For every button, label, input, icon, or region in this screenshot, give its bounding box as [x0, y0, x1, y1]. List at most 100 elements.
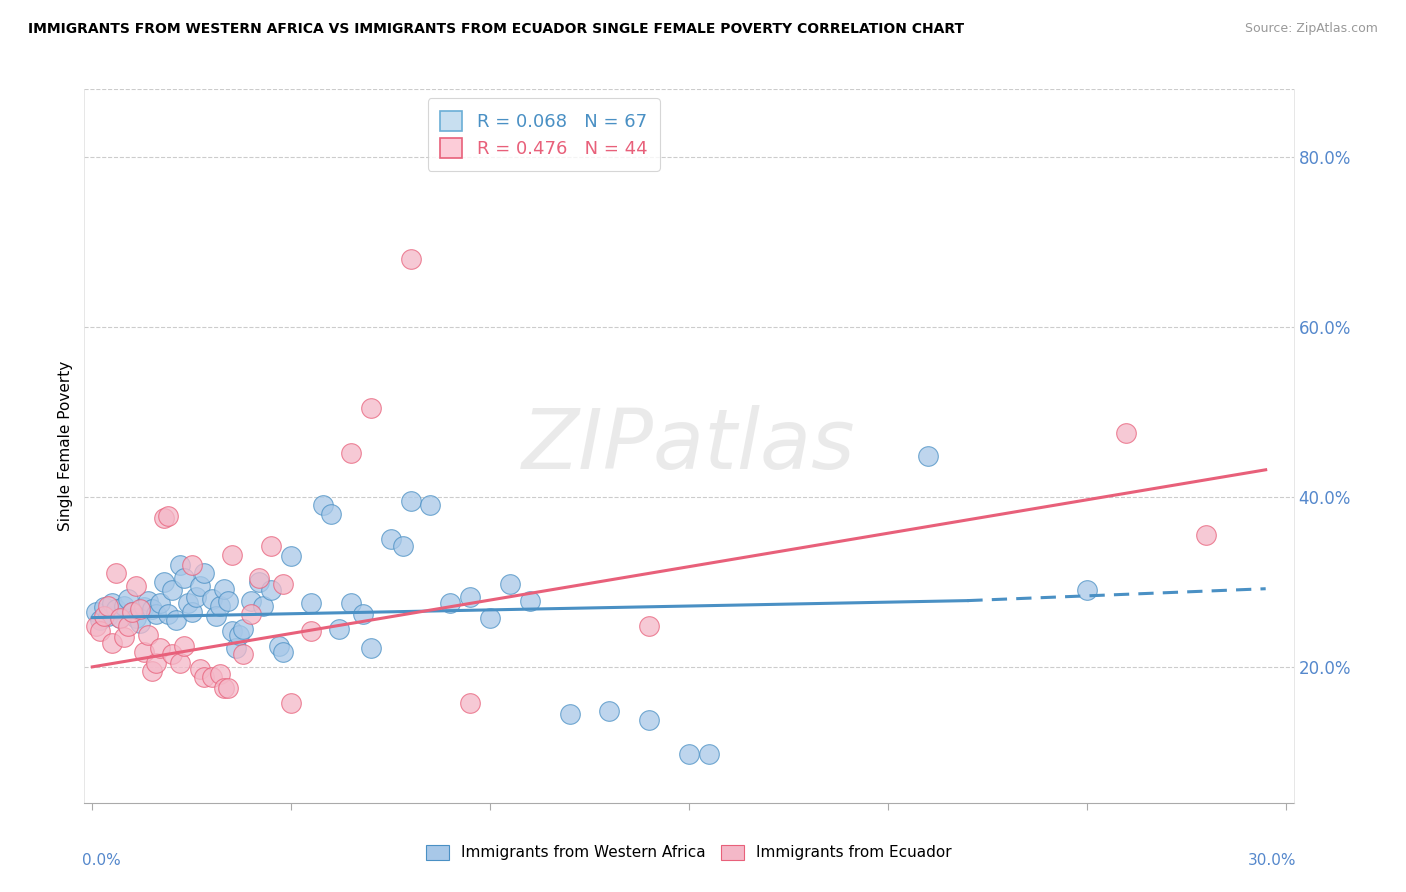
Point [145, 607, 167, 622]
Point [89, 613, 111, 627]
Point [221, 624, 243, 639]
Point [917, 449, 939, 463]
Point [319, 507, 342, 521]
Point [217, 593, 239, 607]
Point [184, 591, 207, 605]
Point [439, 596, 461, 610]
Point [101, 636, 124, 650]
Point [156, 508, 179, 523]
Point [132, 600, 155, 615]
Point [221, 548, 243, 562]
Point [280, 696, 302, 710]
Legend: R = 0.068   N = 67, R = 0.476   N = 44: R = 0.068 N = 67, R = 0.476 N = 44 [427, 98, 659, 170]
Point [299, 596, 322, 610]
Point [141, 602, 163, 616]
Point [193, 566, 215, 581]
Point [247, 571, 270, 585]
Point [136, 627, 159, 641]
Point [479, 610, 502, 624]
Point [108, 610, 131, 624]
Point [169, 558, 191, 572]
Text: 30.0%: 30.0% [1247, 853, 1296, 868]
Point [240, 593, 263, 607]
Point [360, 641, 382, 656]
Point [328, 622, 350, 636]
Point [108, 610, 131, 624]
Point [312, 499, 335, 513]
Point [419, 499, 441, 513]
Point [121, 605, 143, 619]
Point [105, 566, 128, 581]
Point [260, 539, 283, 553]
Point [208, 666, 231, 681]
Point [136, 593, 159, 607]
Point [217, 681, 239, 695]
Point [271, 576, 294, 591]
Point [252, 599, 274, 613]
Point [180, 558, 202, 572]
Point [1076, 583, 1098, 598]
Point [212, 681, 235, 695]
Point [558, 706, 581, 721]
Point [380, 533, 402, 547]
Point [352, 607, 374, 622]
Point [188, 662, 211, 676]
Point [105, 602, 128, 616]
Point [125, 610, 148, 624]
Point [697, 747, 720, 761]
Point [340, 446, 363, 460]
Point [165, 613, 187, 627]
Point [112, 630, 135, 644]
Point [141, 664, 163, 678]
Point [499, 576, 522, 591]
Point [247, 574, 270, 589]
Point [173, 571, 195, 585]
Point [391, 539, 413, 553]
Point [132, 644, 155, 658]
Point [112, 599, 135, 613]
Point [160, 647, 183, 661]
Point [678, 747, 700, 761]
Point [129, 615, 152, 630]
Point [149, 641, 172, 656]
Point [101, 596, 124, 610]
Point [340, 596, 363, 610]
Point [212, 582, 235, 596]
Point [204, 608, 226, 623]
Point [156, 607, 179, 622]
Point [149, 596, 172, 610]
Text: IMMIGRANTS FROM WESTERN AFRICA VS IMMIGRANTS FROM ECUADOR SINGLE FEMALE POVERTY : IMMIGRANTS FROM WESTERN AFRICA VS IMMIGR… [28, 22, 965, 37]
Text: 0.0%: 0.0% [82, 853, 121, 868]
Point [89, 624, 111, 639]
Point [458, 591, 481, 605]
Point [1195, 528, 1218, 542]
Point [129, 602, 152, 616]
Point [160, 583, 183, 598]
Point [84, 605, 107, 619]
Point [97, 608, 120, 623]
Point [201, 670, 224, 684]
Point [260, 583, 283, 598]
Point [598, 704, 620, 718]
Point [280, 549, 302, 564]
Point [145, 656, 167, 670]
Point [232, 647, 254, 661]
Point [360, 401, 382, 415]
Point [93, 600, 115, 615]
Text: ZIPatlas: ZIPatlas [522, 406, 856, 486]
Point [232, 622, 254, 636]
Point [117, 591, 139, 606]
Point [97, 599, 120, 613]
Point [153, 511, 176, 525]
Point [638, 713, 661, 727]
Point [399, 494, 422, 508]
Point [93, 608, 115, 623]
Point [153, 574, 176, 589]
Point [225, 641, 247, 656]
Point [269, 639, 291, 653]
Point [188, 579, 211, 593]
Point [1115, 426, 1137, 441]
Point [228, 627, 250, 641]
Point [173, 639, 195, 653]
Point [84, 619, 107, 633]
